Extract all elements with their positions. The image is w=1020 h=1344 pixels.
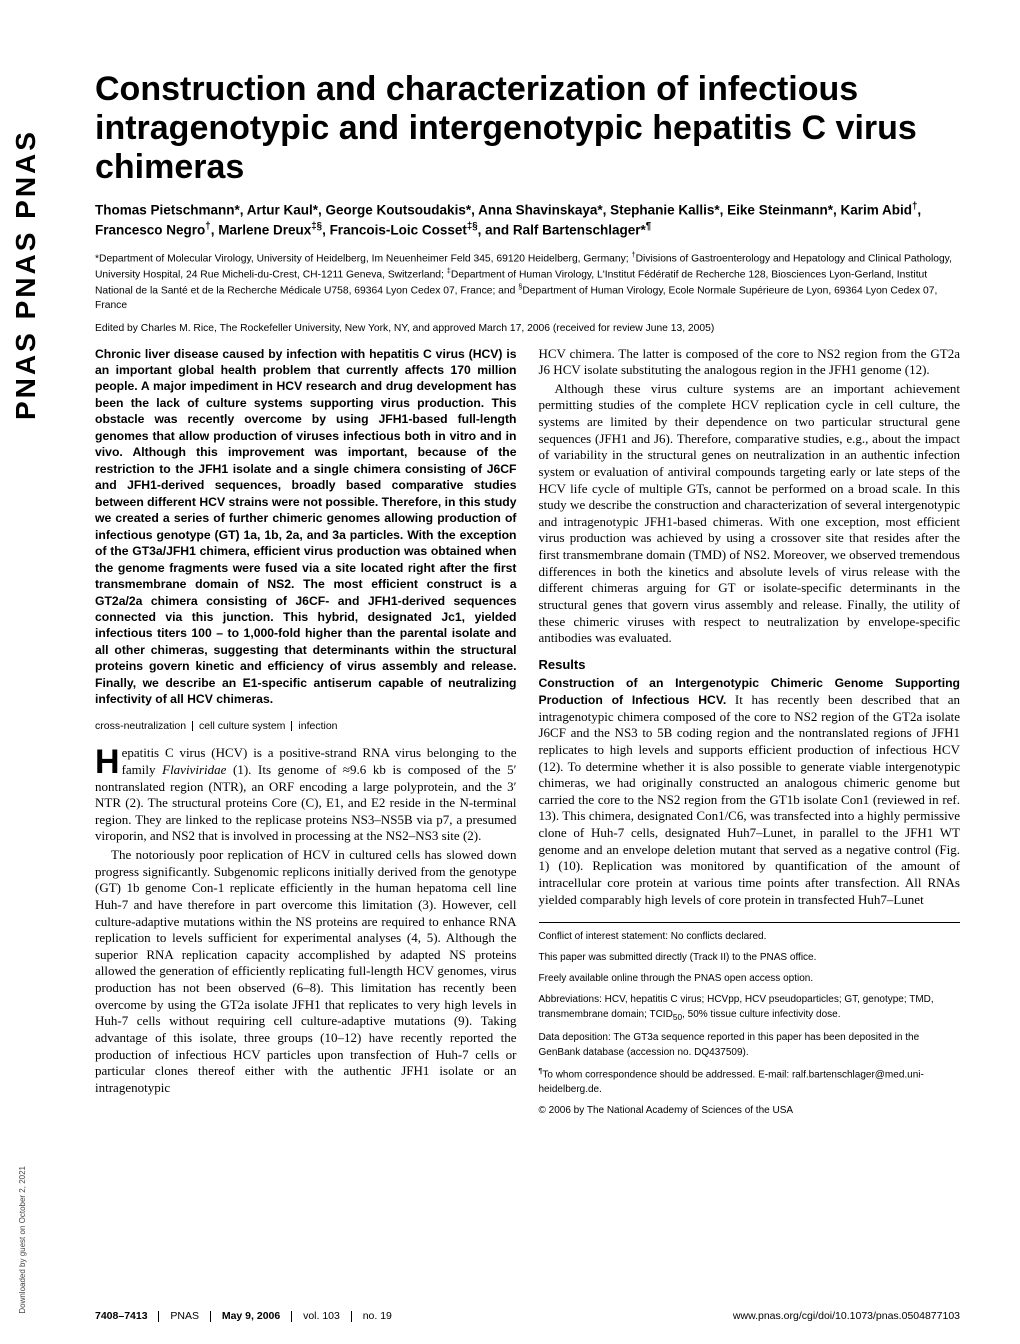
footer-vol: vol. 103 [303,1310,340,1322]
results-paragraph-1: Construction of an Intergenotypic Chimer… [539,675,961,908]
intro-paragraph-2: The notoriously poor replication of HCV … [95,847,517,1096]
keywords-line: cross-neutralization cell culture system i… [95,720,517,733]
two-column-body: Chronic liver disease caused by infectio… [95,346,960,1118]
results-text: It has recently been described that an i… [539,692,961,907]
separator-icon [158,1311,159,1322]
separator-icon [351,1311,352,1322]
footnote-track: This paper was submitted directly (Track… [539,950,961,965]
footer-date: May 9, 2006 [222,1310,280,1322]
footer-journal: PNAS [170,1310,199,1322]
footer-url: www.pnas.org/cgi/doi/10.1073/pnas.050487… [733,1310,960,1322]
footnote-copyright: © 2006 by The National Academy of Scienc… [539,1103,961,1118]
separator-icon [210,1311,211,1322]
footer-pages: 7408–7413 [95,1310,148,1322]
edited-by-line: Edited by Charles M. Rice, The Rockefell… [95,323,960,334]
footnote-correspondence: ¶To whom correspondence should be addres… [539,1066,961,1097]
footnote-open-access: Freely available online through the PNAS… [539,971,961,986]
intro-paragraph-4: Although these virus culture systems are… [539,381,961,647]
footnotes-block: Conflict of interest statement: No confl… [539,922,961,1118]
footer-issue: no. 19 [363,1310,392,1322]
page-footer: 7408–7413 PNAS May 9, 2006 vol. 103 no. … [95,1310,960,1322]
keyword: cell culture system [199,720,285,732]
intro-paragraph-3: HCV chimera. The latter is composed of t… [539,346,961,379]
affiliations: *Department of Molecular Virology, Unive… [95,250,960,313]
footnote-deposition: Data deposition: The GT3a sequence repor… [539,1030,961,1060]
results-heading: Results [539,657,961,674]
author-line: Thomas Pietschmann*, Artur Kaul*, George… [95,200,960,239]
footer-left: 7408–7413 PNAS May 9, 2006 vol. 103 no. … [95,1310,392,1322]
page: PNAS PNAS PNAS Construction and characte… [0,0,1020,1344]
pnas-brand-strip: PNAS PNAS PNAS [10,120,60,420]
intro-paragraph-1: Hepatitis C virus (HCV) is a positive-st… [95,745,517,845]
article-title: Construction and characterization of inf… [95,70,960,186]
pnas-brand-text: PNAS PNAS PNAS [10,129,41,420]
footnote-abbreviations: Abbreviations: HCV, hepatitis C virus; H… [539,992,961,1023]
separator-icon [291,1311,292,1322]
download-note: Downloaded by guest on October 2, 2021 [18,1166,27,1314]
keyword: infection [298,720,337,732]
abstract: Chronic liver disease caused by infectio… [95,346,517,708]
footnote-conflict: Conflict of interest statement: No confl… [539,929,961,944]
keyword: cross-neutralization [95,720,186,732]
separator-icon [192,721,193,731]
separator-icon [291,721,292,731]
